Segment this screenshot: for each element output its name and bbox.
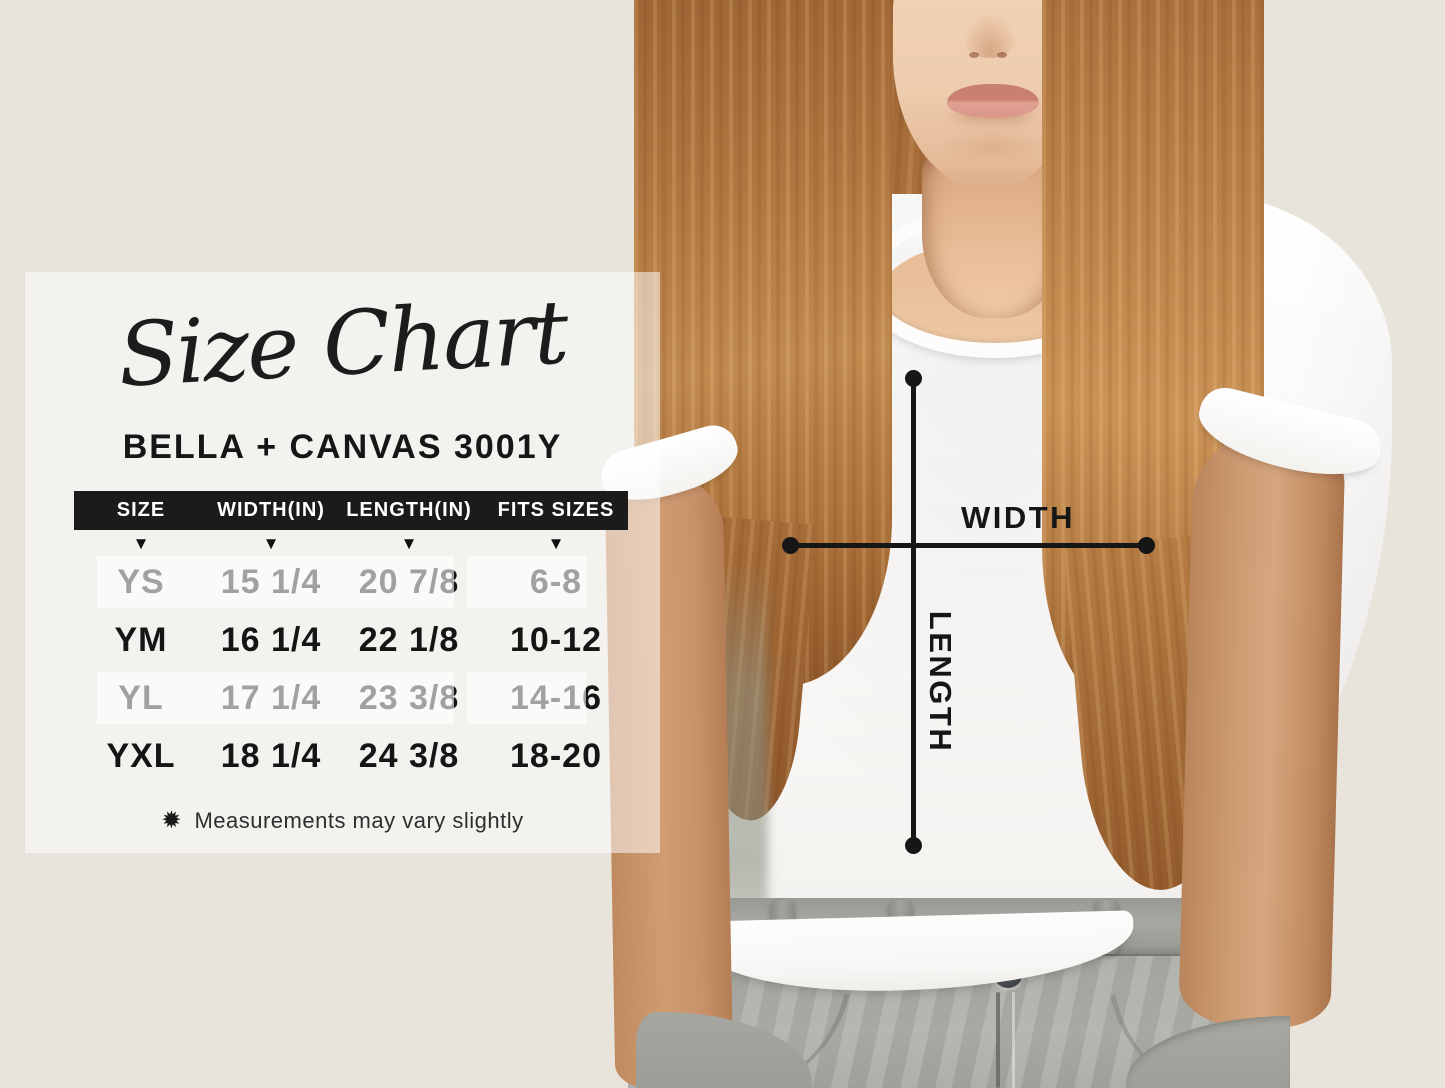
triangle-down-icon: ▼	[400, 534, 418, 553]
jeans-fly-seam	[996, 992, 1000, 1088]
model-nostrils	[969, 52, 979, 58]
cell-width: 15 1/4	[220, 563, 322, 601]
cell-size: YXL	[106, 737, 176, 775]
note-text: Measurements may vary slightly	[194, 808, 524, 833]
length-label: LENGTH	[923, 610, 958, 754]
model-lips	[947, 84, 1039, 118]
width-measure-line	[790, 543, 1147, 548]
column-header-length: LENGTH(IN)	[346, 499, 472, 521]
panel-title: Size Chart	[115, 280, 570, 407]
table-header-row: SIZE WIDTH(IN) LENGTH(IN) FITS SIZES	[74, 491, 628, 530]
column-header-fits: FITS SIZES	[497, 499, 615, 521]
table-row: YS 15 1/4 20 7/8 6-8	[74, 553, 628, 611]
jeans-fly-stitch	[1012, 992, 1015, 1088]
cell-size: YS	[117, 563, 165, 601]
cell-fits: 18-20	[510, 737, 602, 775]
panel-subtitle: BELLA + CANVAS 3001Y	[122, 428, 563, 466]
cell-size: YL	[118, 679, 164, 717]
starburst-icon: ✹	[161, 807, 182, 834]
triangle-down-icon: ▼	[132, 534, 150, 553]
cell-fits: 6-8	[529, 563, 583, 601]
column-header-size: SIZE	[116, 499, 166, 521]
width-label: WIDTH	[960, 500, 1076, 535]
cell-width: 16 1/4	[220, 621, 322, 659]
cell-size: YM	[114, 621, 168, 659]
column-marker-row: ▼ ▼ ▼ ▼	[74, 533, 628, 555]
cell-width: 18 1/4	[220, 737, 322, 775]
model-chin-shadow	[935, 128, 1050, 166]
table-row: YM 16 1/4 22 1/8 10-12	[74, 611, 628, 669]
width-line-endpoint-left	[782, 537, 799, 554]
length-line-endpoint-top	[905, 370, 922, 387]
length-line-endpoint-bottom	[905, 837, 922, 854]
cell-fits: 10-12	[510, 621, 602, 659]
column-header-width: WIDTH(IN)	[217, 499, 325, 521]
cell-length: 22 1/8	[358, 621, 460, 659]
table-row: YXL 18 1/4 24 3/8 18-20	[74, 727, 628, 785]
triangle-down-icon: ▼	[262, 534, 280, 553]
cell-fits: 14-16	[510, 679, 602, 717]
cell-width: 17 1/4	[220, 679, 322, 717]
table-row: YL 17 1/4 23 3/8 14-16	[74, 669, 628, 727]
length-measure-line	[911, 378, 916, 845]
cell-length: 23 3/8	[358, 679, 460, 717]
model-nose	[962, 12, 1018, 58]
width-line-endpoint-right	[1138, 537, 1155, 554]
table-body: YS 15 1/4 20 7/8 6-8 YM 16 1/4 22 1/8 10…	[74, 553, 628, 785]
triangle-down-icon: ▼	[547, 534, 565, 553]
cell-length: 24 3/8	[358, 737, 460, 775]
measurement-note: ✹ Measurements may vary slightly	[25, 806, 660, 835]
size-chart-panel: Size Chart BELLA + CANVAS 3001Y SIZE WID…	[25, 272, 660, 853]
cell-length: 20 7/8	[358, 563, 460, 601]
